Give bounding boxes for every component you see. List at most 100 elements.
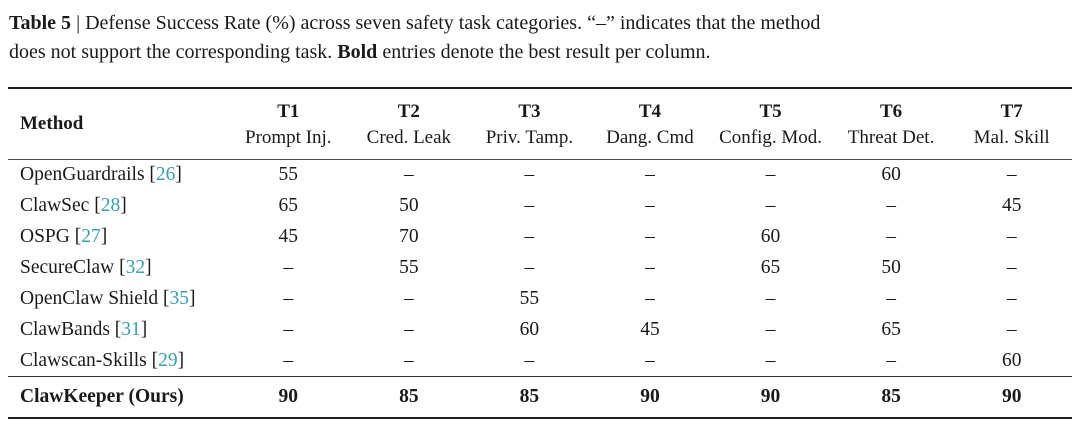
column-code: T6 <box>880 101 903 122</box>
value-cell: – <box>403 319 414 340</box>
column-sublabel: Threat Det. <box>847 127 935 148</box>
value-cell: 85 <box>348 376 470 418</box>
citation-link[interactable]: 29 <box>158 349 178 371</box>
method-cell: ClawBands [31] <box>8 315 228 346</box>
column-sublabel: Priv. Tamp. <box>485 127 574 148</box>
table-row: OpenClaw Shield [35] – – 55 – – – – <box>8 284 1072 315</box>
value-cell: 90 <box>951 376 1072 418</box>
value-cell: – <box>645 226 655 247</box>
citation-link[interactable]: 31 <box>121 319 141 340</box>
value-cell: 45 <box>1001 195 1022 216</box>
citation-brackets: [26] <box>144 164 182 186</box>
column-sublabel: Mal. Skill <box>973 127 1050 148</box>
value-cell: – <box>886 288 896 309</box>
column-header-t1: T1 Prompt Inj. <box>228 88 349 160</box>
value-cell: – <box>1006 319 1017 340</box>
column-sublabel: Dang. Cmd <box>606 127 694 148</box>
citation-link[interactable]: 32 <box>125 257 146 278</box>
column-header-t4: T4 Dang. Cmd <box>589 88 711 160</box>
table-row: ClawSec [28] 65 50 – – – – 45 <box>8 191 1072 222</box>
citation-link[interactable]: 26 <box>155 164 176 186</box>
table-body: OpenGuardrails [26] 55 – – – – 60 – ClawSec [28]… <box>8 160 1072 418</box>
column-header-method: Method <box>8 88 228 160</box>
citation-brackets: [35] <box>158 288 196 309</box>
value-cell: – <box>283 319 294 340</box>
value-cell: 55 <box>278 164 299 186</box>
caption-text-3: entries denote the best result per colum… <box>377 41 711 63</box>
column-header-t2: T2 Cred. Leak <box>348 88 470 160</box>
table-row: ClawBands [31] – – 60 45 – 65 – <box>8 315 1072 346</box>
value-cell: – <box>886 349 896 371</box>
method-cell: ClawSec [28] <box>8 191 228 222</box>
column-code: T1 <box>277 101 300 122</box>
caption-table-label: Table 5 <box>9 12 72 34</box>
method-cell: SecureClaw [32] <box>8 253 228 284</box>
value-cell: 60 <box>760 226 781 247</box>
method-name: OSPG <box>20 226 70 247</box>
value-cell: – <box>283 349 294 371</box>
caption-line-1: Table 5 | Defense Success Rate (%) acros… <box>9 9 1072 38</box>
citation-link[interactable]: 35 <box>169 288 189 309</box>
column-code: T2 <box>397 101 420 122</box>
value-cell: – <box>765 288 776 309</box>
method-name: OpenClaw Shield <box>20 288 159 309</box>
caption-text-2: does not support the corresponding task. <box>9 41 338 63</box>
method-cell: OpenGuardrails [26] <box>8 160 228 191</box>
citation-link[interactable]: 27 <box>81 226 101 247</box>
method-cell: OSPG [27] <box>8 222 228 253</box>
value-cell: 45 <box>278 226 299 247</box>
method-cell: Clawscan-Skills [29] <box>8 346 228 377</box>
value-cell: – <box>886 226 896 247</box>
value-cell: 90 <box>228 376 349 418</box>
value-cell: 50 <box>881 257 901 278</box>
citation-brackets: [32] <box>114 257 152 278</box>
citation-brackets: [29] <box>146 349 185 371</box>
column-header-t7: T7 Mal. Skill <box>951 88 1072 160</box>
value-cell: – <box>645 288 655 309</box>
value-cell: – <box>403 164 414 186</box>
value-cell: 55 <box>519 288 540 309</box>
column-header-t6: T6 Threat Det. <box>830 88 952 160</box>
method-cell: OpenClaw Shield [35] <box>8 284 228 315</box>
table-caption: Table 5 | Defense Success Rate (%) acros… <box>0 0 1080 67</box>
value-cell: – <box>403 349 414 371</box>
value-cell: – <box>1006 257 1017 278</box>
value-cell: – <box>403 288 414 309</box>
table-row: Clawscan-Skills [29] – – – – – – 60 <box>8 346 1072 377</box>
value-cell: 85 <box>830 376 952 418</box>
value-cell: – <box>524 226 535 247</box>
citation-brackets: [27] <box>69 226 108 247</box>
table-header: Method T1 Prompt Inj. T2 Cred. Leak T3 Priv. … <box>8 88 1072 160</box>
table-row: OSPG [27] 45 70 – – 60 – – <box>8 222 1072 253</box>
value-cell: 60 <box>881 164 901 186</box>
method-name: OpenGuardrails <box>20 164 145 186</box>
value-cell: 55 <box>399 257 419 278</box>
value-cell: 90 <box>710 376 831 418</box>
value-cell: – <box>524 164 535 186</box>
caption-line-2: does not support the corresponding task.… <box>9 38 1072 67</box>
column-header-t5: T5 Config. Mod. <box>710 88 831 160</box>
table-row: OpenGuardrails [26] 55 – – – – 60 – <box>8 160 1072 191</box>
value-cell: – <box>765 349 776 371</box>
value-cell: – <box>886 195 896 216</box>
column-code: T7 <box>1000 101 1023 122</box>
value-cell: 50 <box>399 195 419 216</box>
method-name: ClawBands <box>20 319 110 340</box>
value-cell: 90 <box>589 376 711 418</box>
value-cell: – <box>645 349 655 371</box>
value-cell: – <box>524 349 535 371</box>
value-cell: 60 <box>519 319 540 340</box>
results-table: Method T1 Prompt Inj. T2 Cred. Leak T3 Priv. … <box>8 87 1072 419</box>
citation-link[interactable]: 28 <box>100 195 121 216</box>
caption-bold-word: Bold <box>337 41 378 63</box>
method-name: SecureClaw <box>20 257 115 278</box>
value-cell: 70 <box>399 226 419 247</box>
method-cell: ClawKeeper (Ours) <box>8 376 228 418</box>
column-code: T5 <box>759 101 782 122</box>
value-cell: – <box>1006 288 1017 309</box>
value-cell: – <box>645 195 655 216</box>
table-row: SecureClaw [32] – 55 – – 65 50 – <box>8 253 1072 284</box>
table-header-row: Method T1 Prompt Inj. T2 Cred. Leak T3 Priv. … <box>8 88 1072 160</box>
citation-brackets: [31] <box>109 319 148 340</box>
method-name: ClawKeeper (Ours) <box>20 385 184 407</box>
